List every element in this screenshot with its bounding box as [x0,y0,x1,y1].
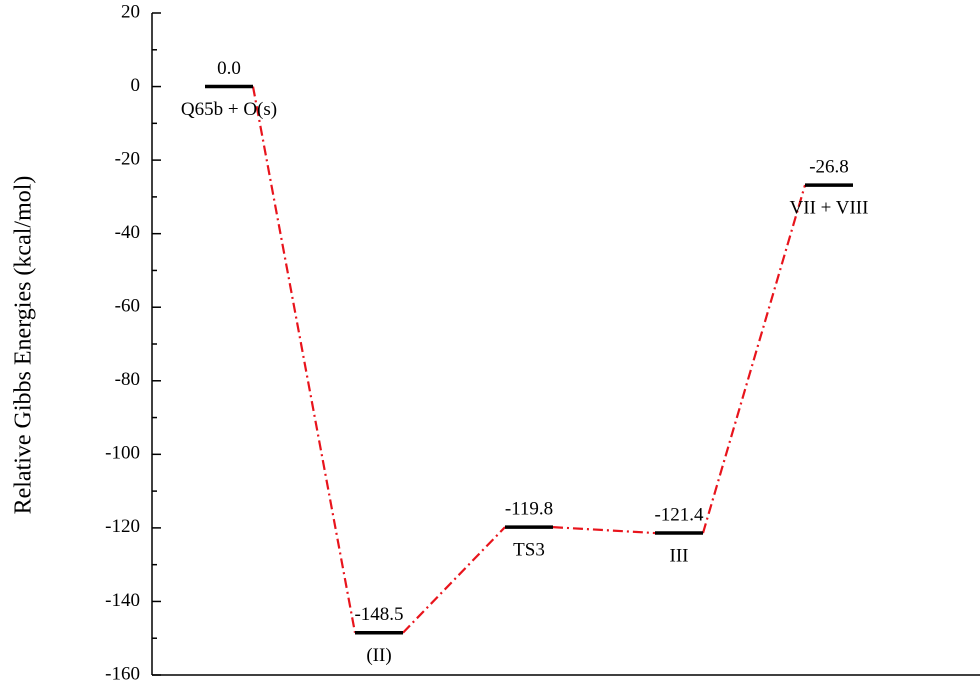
y-tick-label: 0 [131,75,141,96]
y-tick-label: 20 [121,1,140,22]
y-tick-label: -120 [105,516,140,537]
value-label: -121.4 [654,504,704,525]
value-label: -148.5 [354,604,403,625]
y-tick-label: -60 [115,296,140,317]
state-label: (II) [366,645,391,666]
y-tick-label: -140 [105,590,140,611]
connector [552,526,656,535]
connector [701,184,807,534]
y-tick-label: -100 [105,443,140,464]
y-tick-label: -20 [115,148,140,169]
connector [251,86,357,633]
y-tick-label: -40 [115,222,140,243]
value-label: -26.8 [809,156,849,177]
state-label: III [670,545,689,566]
y-tick-label: -80 [115,369,140,390]
y-axis-label: Relative Gibbs Energies (kcal/mol) [11,176,37,515]
value-label: -119.8 [505,499,553,520]
value-label: 0.0 [217,58,241,79]
state-label: VII + VIII [790,197,869,218]
y-tick-label: -160 [105,663,140,684]
state-label: Q65b + O(s) [181,99,277,120]
connector [402,526,506,634]
state-label: TS3 [513,540,545,561]
